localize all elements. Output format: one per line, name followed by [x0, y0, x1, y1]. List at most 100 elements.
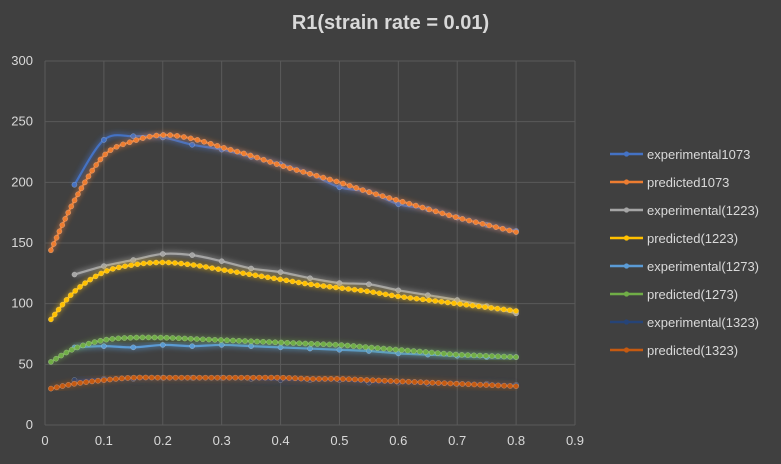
data-point [82, 179, 88, 186]
data-point [85, 173, 92, 180]
data-point [136, 374, 143, 381]
data-point [153, 132, 160, 139]
data-point [499, 225, 506, 232]
data-point [419, 204, 426, 211]
data-point [59, 301, 66, 308]
data-point [196, 263, 203, 269]
data-point [244, 374, 251, 381]
data-point [398, 347, 405, 353]
data-point [95, 377, 101, 384]
series-predicted(1273) [48, 334, 519, 365]
data-point [172, 260, 178, 266]
x-tick-label: 0.4 [272, 433, 290, 448]
data-point [322, 376, 328, 382]
data-point [350, 343, 357, 349]
data-point [353, 185, 360, 191]
data-point [247, 152, 254, 159]
data-point [62, 215, 69, 222]
data-point [446, 212, 452, 219]
data-point [432, 298, 439, 304]
data-point [313, 172, 320, 179]
data-point [256, 374, 263, 381]
data-point [92, 273, 99, 280]
data-point [507, 353, 513, 360]
data-point [140, 260, 147, 267]
data-point [428, 349, 435, 356]
data-point [357, 376, 364, 383]
data-point [97, 337, 104, 344]
data-point [459, 381, 466, 387]
data-point [50, 241, 57, 247]
data-point [338, 342, 345, 348]
legend-label: experimental(1273) [647, 259, 759, 274]
legend-item: predicted(1323) [610, 343, 738, 358]
legend-marker [623, 235, 630, 241]
series-line [74, 252, 517, 315]
data-point [376, 290, 383, 297]
data-point [266, 339, 273, 345]
data-point [221, 267, 228, 274]
data-point [314, 282, 321, 289]
data-point [274, 374, 281, 381]
x-tick-label: 0.7 [448, 433, 466, 448]
data-point [302, 340, 309, 347]
data-point [175, 335, 182, 342]
data-point [446, 351, 453, 357]
data-point [71, 271, 78, 278]
data-point [248, 338, 254, 345]
x-tick-label: 0.5 [330, 433, 348, 448]
data-point [292, 375, 298, 382]
data-point [118, 375, 125, 382]
data-point [240, 270, 246, 277]
data-point [293, 167, 300, 173]
data-point [423, 379, 430, 386]
legend-item: experimental(1323) [610, 315, 759, 330]
data-point [82, 280, 88, 286]
x-tick-label: 0.6 [389, 433, 407, 448]
data-point [308, 340, 315, 347]
data-point [405, 378, 412, 385]
data-point [113, 143, 120, 150]
data-point [334, 376, 340, 382]
data-point [488, 305, 495, 311]
data-point [493, 224, 499, 230]
data-point [238, 374, 245, 381]
data-point [236, 337, 242, 344]
data-point [262, 374, 269, 381]
data-point [107, 147, 114, 153]
data-point [194, 137, 201, 143]
y-tick-label: 50 [19, 356, 33, 371]
data-point [101, 137, 107, 143]
y-tick-label: 0 [26, 417, 33, 432]
data-point [103, 336, 110, 343]
data-point [344, 342, 351, 349]
data-point [495, 382, 502, 389]
data-point [278, 339, 285, 346]
data-point [380, 345, 387, 352]
data-point [441, 380, 448, 387]
data-point [68, 203, 75, 210]
data-point [234, 148, 241, 155]
data-point [221, 144, 227, 151]
data-point [254, 154, 260, 161]
data-point [434, 350, 441, 356]
data-point [142, 374, 149, 381]
data-point [422, 349, 429, 355]
data-point [133, 137, 140, 143]
data-point [399, 198, 406, 205]
data-point [326, 341, 333, 348]
data-point [370, 289, 377, 296]
series-predicted(1323) [48, 374, 519, 392]
data-point [187, 335, 194, 342]
data-point [227, 146, 234, 153]
data-point [59, 222, 66, 228]
data-point [401, 294, 408, 301]
data-point [93, 162, 100, 168]
data-point [160, 132, 167, 138]
data-point [174, 133, 180, 139]
data-point [250, 374, 257, 381]
data-point [48, 359, 54, 365]
data-point [254, 338, 260, 345]
data-point [172, 374, 179, 381]
data-point [65, 381, 72, 388]
